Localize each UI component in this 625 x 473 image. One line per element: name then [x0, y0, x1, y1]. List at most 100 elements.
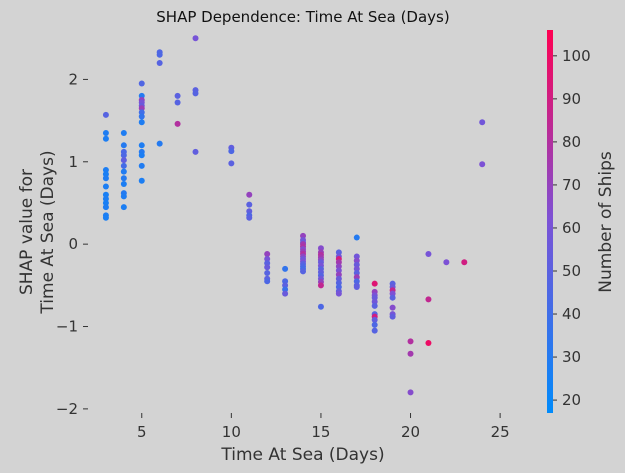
x-tick-label: 15	[311, 423, 330, 441]
scatter-point	[335, 271, 342, 278]
scatter-point	[282, 265, 289, 272]
scatter-point	[371, 298, 378, 305]
x-tick-label: 5	[137, 423, 147, 441]
x-tick-label: 25	[491, 423, 510, 441]
scatter-point	[102, 214, 109, 221]
scatter-point	[407, 350, 414, 357]
scatter-point	[174, 99, 181, 106]
scatter-point	[192, 148, 199, 155]
colorbar-tick-label: 90	[562, 90, 581, 108]
scatter-point	[389, 294, 396, 301]
colorbar-label: Number of Ships	[596, 151, 616, 293]
scatter-point	[102, 135, 109, 142]
scatter-point	[228, 160, 235, 167]
y-tick-label: 0	[68, 235, 78, 253]
chart-title: SHAP Dependence: Time At Sea (Days)	[156, 8, 449, 26]
scatter-point	[425, 251, 432, 258]
scatter-point	[371, 327, 378, 334]
scatter-point	[138, 92, 145, 99]
scatter-point	[371, 294, 378, 301]
scatter-point	[102, 199, 109, 206]
scatter-point	[102, 195, 109, 202]
scatter-point	[102, 204, 109, 211]
scatter-point	[102, 175, 109, 182]
scatter-point	[138, 113, 145, 120]
scatter-point	[443, 259, 450, 266]
scatter-point	[120, 157, 127, 164]
scatter-point	[425, 296, 432, 303]
scatter-point	[335, 290, 342, 297]
colorbar	[547, 30, 553, 413]
scatter-point	[102, 183, 109, 190]
colorbar-tick-label: 70	[562, 176, 581, 194]
scatter-point	[353, 274, 360, 281]
scatter-point	[335, 279, 342, 286]
scatter-point	[264, 264, 271, 271]
scatter-point	[335, 249, 342, 256]
colorbar-ticks: 20 30 40 50 60 70 80 90 100	[553, 47, 591, 409]
scatter-point	[174, 120, 181, 127]
scatter-point	[120, 175, 127, 182]
scatter-point	[335, 283, 342, 290]
scatter-point	[120, 193, 127, 200]
scatter-point	[228, 148, 235, 155]
scatter-point	[335, 267, 342, 274]
scatter-point	[102, 167, 109, 174]
colorbar-tick-label: 80	[562, 133, 581, 151]
scatter-point	[389, 304, 396, 311]
scatter-point	[335, 275, 342, 282]
y-axis: −2 −1 0 1 2	[56, 70, 88, 418]
scatter-point	[120, 152, 127, 159]
scatter-point	[120, 142, 127, 149]
scatter-point	[264, 278, 271, 285]
scatter-point	[246, 208, 253, 215]
scatter-point	[156, 59, 163, 66]
scatter-point	[353, 234, 360, 241]
scatter-point	[389, 313, 396, 320]
scatter-point	[461, 259, 468, 266]
scatter-point	[317, 245, 324, 252]
scatter-point	[102, 129, 109, 136]
scatter-point	[264, 260, 271, 267]
scatter-point	[353, 283, 360, 290]
colorbar-tick-label: 50	[562, 262, 581, 280]
scatter-point	[138, 105, 145, 112]
scatter-point	[317, 303, 324, 310]
y-axis-label-line: Time At Sea (Days)	[38, 150, 58, 314]
scatter-point	[371, 316, 378, 323]
scatter-point	[138, 162, 145, 169]
scatter-point	[353, 261, 360, 268]
colorbar-tick-label: 30	[562, 348, 581, 366]
scatter-point	[264, 251, 271, 258]
scatter-point	[174, 92, 181, 99]
scatter-point	[479, 161, 486, 168]
scatter-point	[264, 255, 271, 262]
scatter-point	[102, 111, 109, 118]
scatter-point	[335, 259, 342, 266]
scatter-point	[300, 268, 307, 275]
scatter-point	[120, 181, 127, 188]
scatter-point	[371, 302, 378, 309]
scatter-point	[156, 51, 163, 58]
x-tick-label: 10	[222, 423, 241, 441]
scatter-point	[156, 140, 163, 147]
scatter-point	[120, 129, 127, 136]
scatter-point	[246, 201, 253, 208]
x-axis-label: Time At Sea (Days)	[220, 445, 384, 465]
colorbar-tick-label: 20	[562, 391, 581, 409]
scatter-point	[138, 109, 145, 116]
scatter-point	[300, 232, 307, 239]
scatter-point	[335, 263, 342, 270]
x-tick-label: 20	[401, 423, 420, 441]
scatter-point	[138, 152, 145, 159]
scatter-point	[282, 290, 289, 297]
scatter-point	[407, 389, 414, 396]
y-tick-label: −2	[56, 400, 78, 418]
y-tick-label: 1	[68, 153, 78, 171]
scatter-point	[353, 269, 360, 276]
scatter-point	[282, 286, 289, 293]
scatter-point	[102, 171, 109, 178]
scatter-point	[138, 119, 145, 126]
scatter-point	[371, 321, 378, 328]
